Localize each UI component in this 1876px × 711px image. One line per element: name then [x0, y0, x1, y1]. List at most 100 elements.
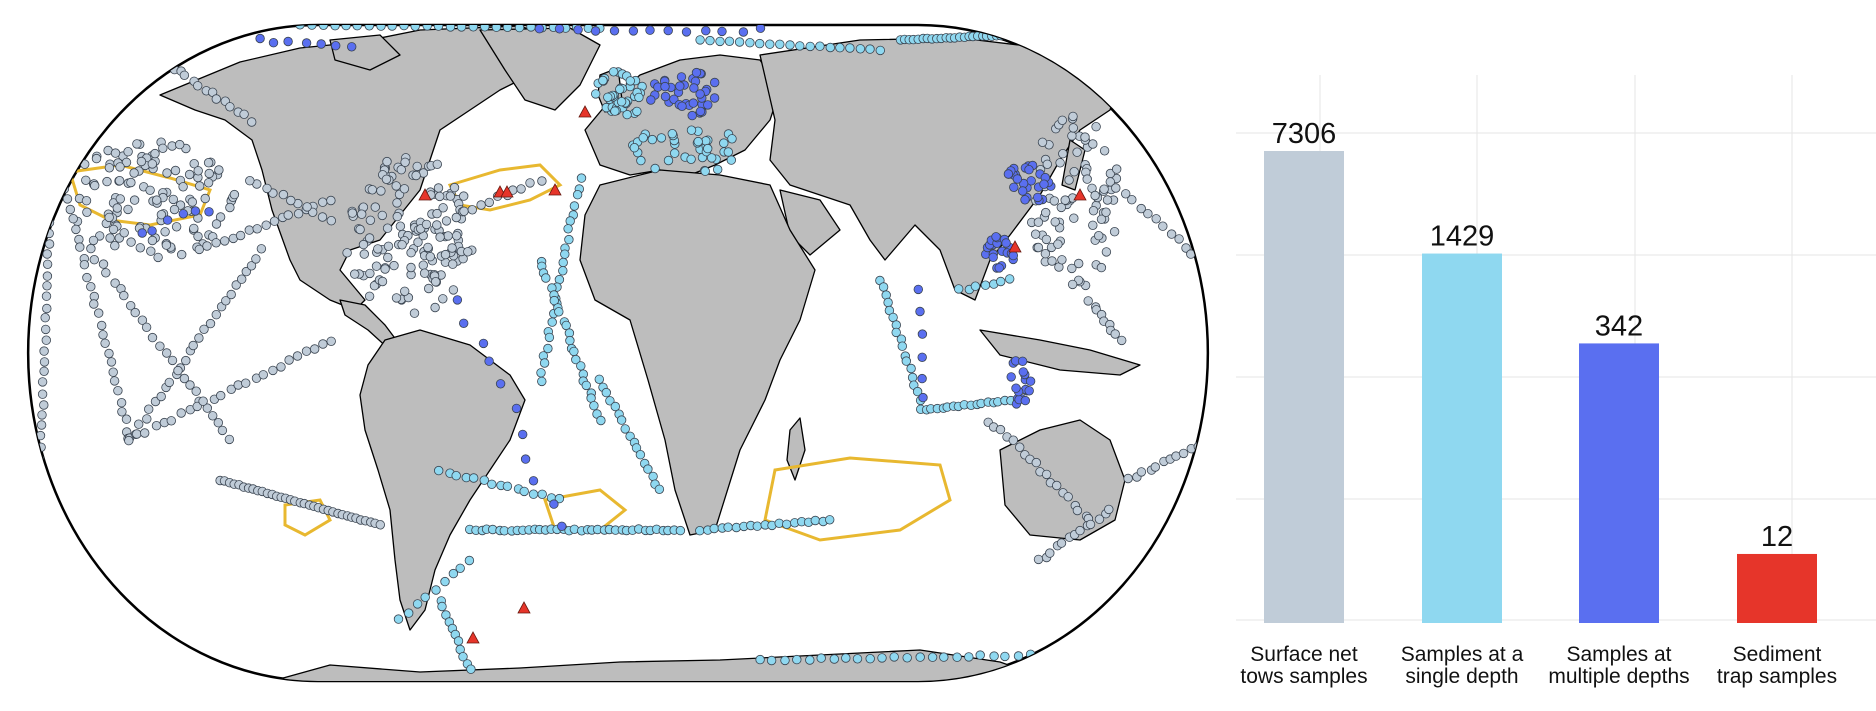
surface-net-tows-sample-marker — [88, 235, 99, 246]
surface-net-tows-sample-marker — [1178, 448, 1189, 459]
surface-net-tows-sample-marker — [178, 182, 188, 192]
surface-net-tows-sample-marker — [1030, 229, 1041, 239]
surface-net-tows-sample-marker — [1111, 183, 1121, 193]
surface-net-tows-sample-marker — [150, 148, 160, 159]
single-depth-sample-marker — [980, 280, 991, 290]
single-depth-sample-marker — [547, 317, 557, 327]
multiple-depths-sample-marker — [1025, 376, 1036, 386]
single-depth-sample-marker — [565, 216, 575, 226]
single-depth-sample-marker — [675, 525, 686, 536]
surface-net-tows-sample-marker — [101, 268, 111, 278]
single-depth-sample-marker — [878, 282, 889, 292]
surface-net-tows-sample-marker — [184, 169, 195, 180]
surface-net-tows-sample-marker — [42, 249, 52, 259]
surface-net-tows-sample-marker — [432, 220, 442, 230]
multiple-depths-sample-marker — [717, 26, 727, 37]
surface-net-tows-sample-marker — [121, 414, 132, 424]
single-depth-sample-marker — [695, 35, 705, 45]
surface-net-tows-sample-marker — [435, 191, 445, 202]
surface-net-tows-sample-marker — [347, 208, 358, 218]
surface-net-tows-sample-marker — [205, 318, 216, 329]
surface-net-tows-sample-marker — [358, 239, 369, 250]
surface-net-tows-sample-marker — [1068, 123, 1079, 133]
surface-net-tows-sample-marker — [392, 211, 403, 222]
single-depth-sample-marker — [1005, 29, 1015, 40]
surface-net-tows-sample-marker — [189, 158, 199, 169]
single-depth-sample-marker — [815, 41, 825, 51]
single-depth-sample-marker — [581, 380, 592, 391]
multiple-depths-sample-marker — [459, 318, 469, 329]
single-depth-sample-marker — [571, 354, 581, 365]
single-depth-sample-marker — [705, 35, 715, 46]
single-depth-sample-marker — [889, 652, 899, 662]
single-depth-sample-marker — [480, 25, 490, 32]
surface-net-tows-sample-marker — [217, 425, 228, 436]
category-label-2: Samples at multiple depths — [1548, 643, 1690, 688]
multiple-depths-sample-marker — [918, 392, 928, 403]
surface-net-tows-sample-marker — [42, 259, 53, 270]
surface-net-tows-sample-marker — [143, 404, 154, 414]
surface-net-tows-sample-marker — [214, 165, 224, 175]
surface-net-tows-sample-marker — [225, 102, 235, 112]
surface-net-tows-sample-marker — [278, 189, 289, 200]
surface-net-tows-sample-marker — [176, 408, 186, 418]
multiple-depths-sample-marker — [681, 27, 692, 37]
single-depth-sample-marker — [891, 327, 901, 338]
multiple-depths-sample-marker — [1024, 386, 1034, 396]
surface-net-tows-sample-marker — [1174, 234, 1184, 244]
surface-net-tows-sample-marker — [194, 333, 204, 343]
surface-net-tows-sample-marker — [44, 204, 54, 215]
single-depth-sample-marker — [695, 526, 705, 536]
surface-net-tows-sample-marker — [1057, 115, 1068, 126]
surface-net-tows-sample-marker — [399, 184, 410, 194]
multiple-depths-sample-marker — [676, 72, 687, 82]
surface-net-tows-sample-marker — [412, 161, 422, 172]
surface-net-tows-sample-marker — [204, 168, 214, 179]
multiple-depths-sample-marker — [710, 77, 720, 88]
multiple-depths-sample-marker — [554, 25, 565, 34]
single-depth-sample-marker — [560, 249, 570, 259]
multiple-depths-sample-marker — [283, 36, 293, 47]
sediment-trap-sample-marker — [578, 105, 592, 118]
single-depth-sample-marker — [376, 25, 386, 31]
surface-net-tows-sample-marker — [293, 208, 304, 219]
surface-net-tows-sample-marker — [1091, 121, 1101, 132]
single-depth-sample-marker — [656, 133, 667, 143]
surface-net-tows-sample-marker — [96, 320, 107, 331]
surface-net-tows-sample-marker — [1120, 189, 1131, 199]
multiple-depths-sample-marker — [695, 106, 706, 117]
surface-net-tows-sample-marker — [192, 81, 203, 91]
surface-net-tows-sample-marker — [431, 277, 441, 287]
single-depth-sample-marker — [410, 25, 420, 32]
surface-net-tows-sample-marker — [1166, 229, 1177, 239]
surface-net-tows-sample-marker — [89, 255, 100, 265]
surface-net-tows-sample-marker — [240, 378, 251, 388]
multiple-depths-sample-marker — [738, 27, 749, 37]
surface-net-tows-sample-marker — [1158, 221, 1168, 231]
single-depth-sample-marker — [564, 234, 574, 245]
single-depth-sample-marker — [975, 650, 985, 660]
surface-net-tows-sample-marker — [1072, 147, 1082, 157]
surface-net-tows-sample-marker — [244, 225, 255, 235]
single-depth-sample-marker — [431, 585, 441, 595]
surface-net-tows-sample-marker — [42, 281, 52, 291]
surface-net-tows-sample-marker — [1058, 148, 1068, 159]
single-depth-sample-marker — [707, 153, 717, 163]
surface-net-tows-sample-marker — [146, 246, 156, 256]
surface-net-tows-sample-marker — [193, 231, 203, 242]
multiple-depths-sample-marker — [590, 26, 601, 36]
multiple-depths-sample-marker — [518, 429, 528, 440]
surface-net-tows-sample-marker — [1060, 195, 1070, 205]
single-depth-sample-marker — [805, 41, 815, 52]
single-depth-sample-marker — [610, 401, 621, 412]
multiple-depths-sample-marker — [645, 25, 655, 35]
surface-net-tows-sample-marker — [443, 231, 453, 241]
surface-net-tows-sample-marker — [1196, 256, 1207, 266]
multiple-depths-sample-marker — [147, 226, 157, 236]
single-depth-sample-marker — [709, 523, 719, 534]
multiple-depths-sample-marker — [1032, 192, 1043, 203]
surface-net-tows-sample-marker — [115, 162, 125, 172]
single-depth-sample-marker — [647, 134, 658, 145]
surface-net-tows-sample-marker — [246, 117, 257, 127]
surface-net-tows-sample-marker — [89, 299, 99, 309]
